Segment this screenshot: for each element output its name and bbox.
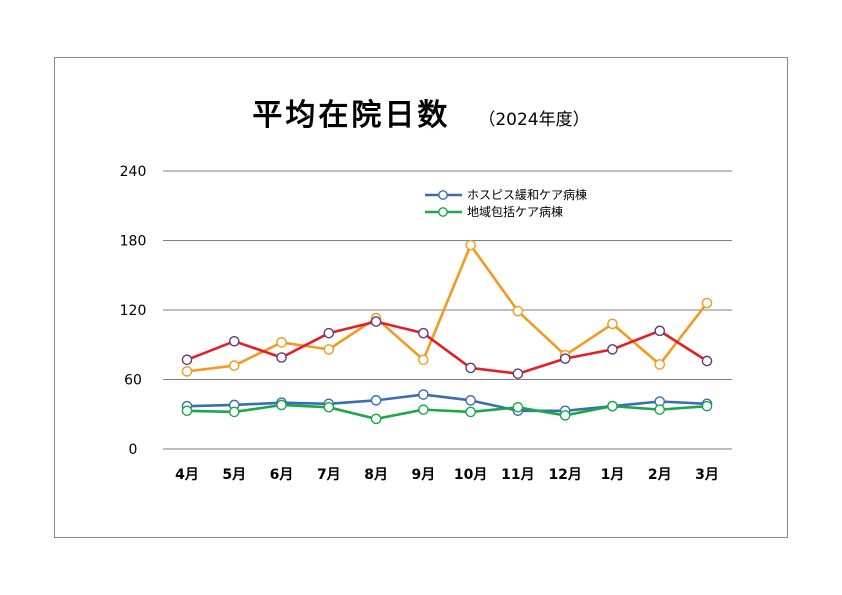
data-point [418,354,429,366]
grid-lines [163,170,732,450]
chart-title-main: 平均在院日数 [252,98,451,133]
legend-swatch-marker [438,190,448,200]
x-tick-label: 5月 [222,467,246,483]
x-tick-label: 11月 [501,467,534,483]
legend-entry: 地域包括ケア病棟 [425,204,563,219]
data-point [465,239,476,251]
data-point [607,318,618,330]
series-2 [181,316,713,380]
series-group [181,239,713,425]
data-point [323,344,335,355]
series-line [186,393,708,413]
data-point [370,395,382,406]
legend-entry: ホスピス緩和ケア病棟 [425,187,587,202]
x-axis-ticks: 4月 5月 6月 7月 8月 9月 10月 11月 12月 1月 2月 3月 [175,467,719,483]
x-tick-label: 12月 [548,467,581,483]
data-point [559,410,571,421]
data-point [323,327,335,339]
legend-label: 地域包括ケア病棟 [467,204,563,219]
data-point [418,327,429,339]
data-point [276,337,287,348]
x-tick-label: 6月 [270,467,294,483]
x-tick-label: 7月 [317,467,341,483]
data-point [559,353,571,364]
legend-swatch-marker [438,207,448,217]
y-axis-ticks: 0 60 120 180 240 [120,164,147,458]
data-point [370,316,382,327]
data-point [654,404,666,415]
series-line [186,320,708,376]
data-point [228,335,240,347]
x-tick-label: 1月 [601,467,625,483]
data-point [512,401,524,413]
series-line [186,243,709,373]
series-3 [181,239,713,377]
data-point [465,406,476,418]
data-point [181,354,193,366]
data-point [465,395,476,406]
data-point [276,399,287,411]
data-point [701,400,713,412]
x-tick-label: 10月 [454,467,487,483]
x-tick-label: 9月 [411,467,435,483]
data-point [512,305,524,317]
series-line [186,403,708,421]
data-point [181,405,193,417]
data-point [607,400,618,412]
chart-title: 平均在院日数 （2024年度） [0,90,842,134]
x-tick-label: 8月 [364,467,388,483]
y-tick-label: 60 [124,373,142,389]
y-tick-label: 240 [120,164,147,180]
data-point [701,355,713,367]
chart-title-sub: （2024年度） [478,110,590,130]
x-tick-label: 2月 [648,467,672,483]
data-point [323,401,335,413]
data-point [654,325,666,337]
series-1 [181,399,713,425]
data-point [228,406,240,418]
data-point [418,389,429,400]
data-point [370,413,382,425]
data-point [276,352,287,363]
y-tick-label: 120 [120,303,147,319]
data-point [654,359,666,370]
y-tick-label: 0 [129,442,138,458]
data-point [181,366,193,377]
chart-frame [54,57,788,538]
data-point [701,297,713,309]
x-tick-label: 4月 [175,467,199,483]
x-tick-label: 3月 [695,467,719,483]
data-point [607,344,618,355]
data-point [465,362,476,374]
data-point [418,404,429,415]
data-point [228,360,240,371]
legend-label: ホスピス緩和ケア病棟 [467,187,587,202]
data-point [512,368,524,380]
y-tick-label: 180 [120,234,147,250]
